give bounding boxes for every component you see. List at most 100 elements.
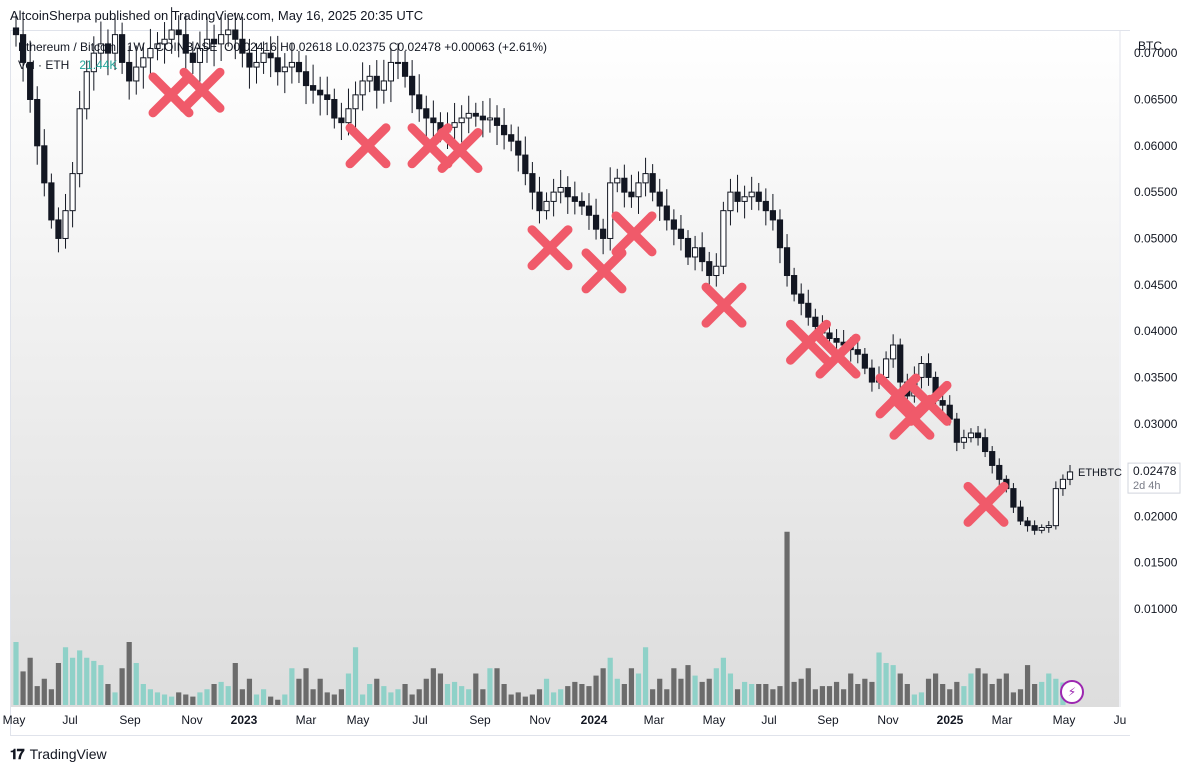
volume-bar — [204, 689, 210, 705]
time-tick-label: Nov — [529, 713, 550, 727]
volume-bar — [466, 689, 472, 705]
time-axis[interactable]: May Jul Sep Nov 2023 Mar May Jul Sep Nov 2024 Mar Ma… — [3, 707, 1127, 735]
candle — [267, 36, 274, 78]
candle-body — [713, 265, 720, 277]
time-tick-label: Ju — [1114, 713, 1127, 727]
candle — [939, 392, 946, 415]
candle-body — [1045, 525, 1052, 529]
candle-body — [97, 43, 104, 54]
candle-body — [175, 29, 182, 36]
volume-bar — [133, 663, 139, 705]
candle-body — [168, 29, 175, 40]
candle — [48, 173, 55, 229]
candle-body — [635, 182, 642, 198]
volume-bar — [289, 668, 295, 705]
candle-body — [196, 48, 204, 63]
candle — [868, 359, 876, 392]
candle — [76, 90, 83, 188]
candle-body — [812, 316, 819, 327]
price-axis-bg — [1120, 31, 1180, 707]
candle — [585, 193, 593, 230]
tradingview-logo-icon[interactable]: 𝟏𝟕 — [10, 745, 25, 762]
candle-body — [409, 75, 416, 96]
volume-bar — [34, 686, 40, 705]
volume-bar — [551, 692, 557, 705]
volume-bar — [508, 694, 514, 705]
volume-bar — [487, 668, 493, 705]
volume-bar — [911, 694, 917, 705]
volume-bar — [954, 681, 960, 705]
volume-bar — [1010, 692, 1017, 705]
candle — [55, 207, 62, 253]
volume-bar — [925, 678, 932, 705]
candle — [953, 412, 960, 452]
candle — [225, 17, 232, 47]
candle-body — [380, 80, 387, 91]
candle — [324, 76, 331, 116]
candle-body — [465, 112, 472, 119]
volume-bar — [494, 668, 500, 705]
candle — [769, 193, 776, 231]
x-marker-stroke — [148, 72, 194, 118]
volume-bar — [664, 689, 670, 705]
volume-bar — [112, 692, 118, 705]
last-price-labels: ETHBTC 0.02478 2d 4h — [1078, 462, 1181, 494]
candle — [458, 105, 465, 143]
volume-bar — [451, 681, 458, 705]
legend-volume-row: Vol · ETH 21.44K — [18, 56, 547, 74]
footer-brand[interactable]: TradingView — [29, 746, 107, 762]
price-tick-label: 0.03500 — [1134, 370, 1178, 384]
candle-body — [274, 57, 281, 73]
volume-bar — [756, 684, 762, 705]
chart-frame[interactable] — [10, 30, 1130, 736]
candle — [154, 32, 161, 61]
symbol-label: ETHBTC — [1078, 467, 1122, 479]
candle-body — [133, 66, 140, 82]
legend-symbol[interactable]: Ethereum / Bitcoin · 1W · COINBASE — [18, 40, 218, 54]
candle-body — [967, 432, 975, 439]
candle-body — [493, 117, 501, 126]
x-marker — [581, 248, 627, 294]
candle — [310, 64, 317, 104]
legend-symbol-row: Ethereum / Bitcoin · 1W · COINBASE O0.02… — [18, 38, 547, 56]
volume-bar — [147, 689, 154, 705]
candle — [147, 28, 154, 75]
candle — [691, 235, 699, 271]
time-tick-label: Sep — [119, 713, 141, 727]
volume-bar — [699, 681, 705, 705]
bolt-icon[interactable]: ⚡ — [1060, 680, 1084, 704]
candle — [104, 29, 112, 76]
time-tick-label: May — [1053, 713, 1076, 727]
candle-body — [776, 219, 784, 249]
volume-bar — [918, 692, 925, 705]
volume-bar — [239, 689, 245, 705]
volume-bar — [345, 673, 352, 705]
candle — [550, 178, 557, 217]
legend-vol-label[interactable]: Vol · ETH — [18, 58, 70, 72]
candle-body — [592, 214, 600, 230]
candle — [373, 60, 380, 109]
volume-bar — [331, 694, 337, 705]
candle — [741, 185, 748, 219]
candle — [126, 45, 133, 100]
volume-bar — [706, 678, 712, 705]
candle — [720, 201, 727, 275]
volume-bar — [763, 684, 769, 705]
volume-bar — [543, 678, 550, 705]
candle — [260, 41, 267, 74]
volume-bar — [749, 684, 755, 705]
candle-body — [557, 187, 564, 193]
volume-bar — [374, 678, 380, 705]
volume-bar — [55, 663, 62, 705]
candle-body — [83, 71, 90, 110]
candle — [861, 348, 868, 375]
candle — [1066, 465, 1074, 486]
candle-body — [126, 61, 133, 82]
candle — [571, 181, 578, 215]
candle — [607, 167, 614, 251]
candle — [854, 339, 861, 364]
candle-body — [1059, 478, 1067, 490]
candle — [133, 45, 140, 95]
